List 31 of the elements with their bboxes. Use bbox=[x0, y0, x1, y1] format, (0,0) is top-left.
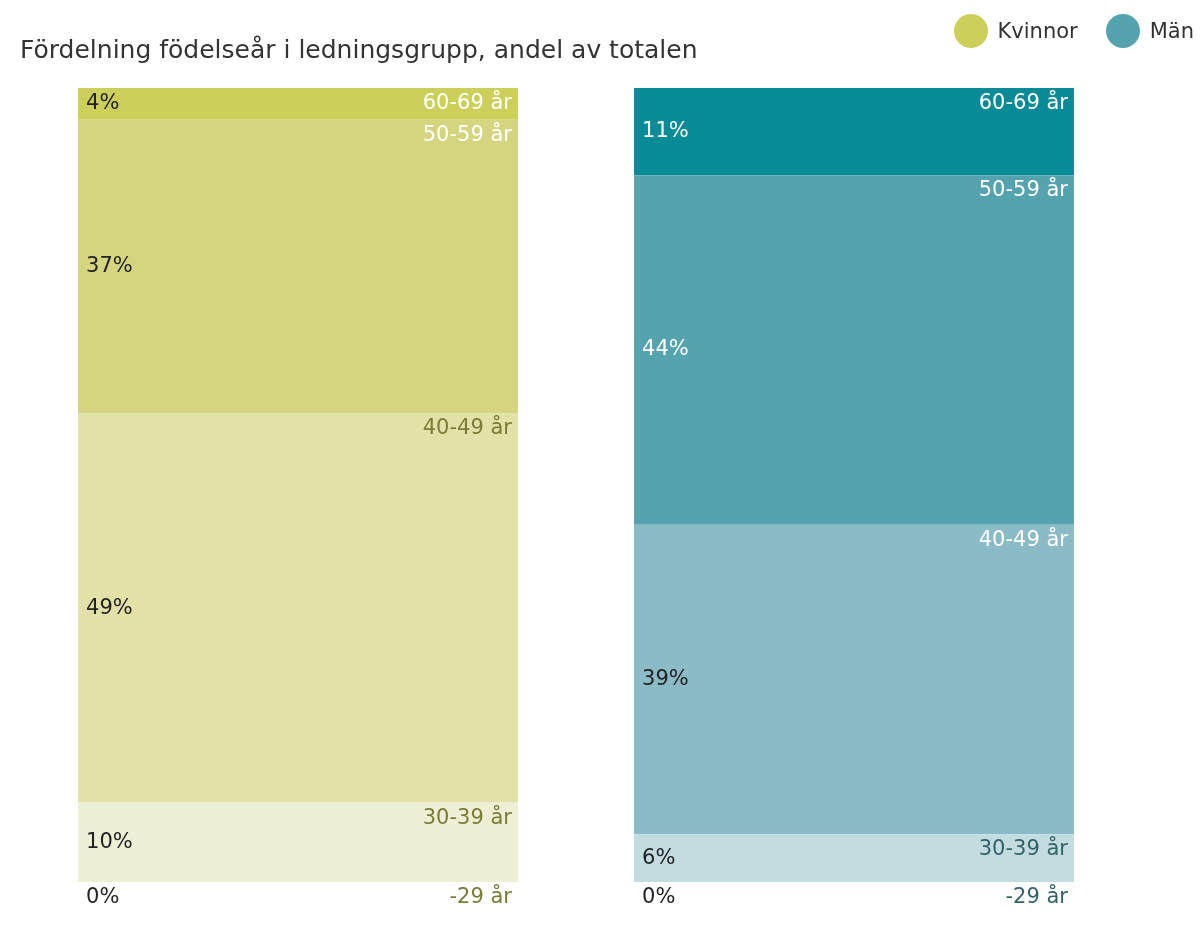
series-label: 30-39 år bbox=[422, 803, 513, 829]
data-label: 6% bbox=[642, 844, 676, 869]
bar bbox=[634, 88, 1074, 176]
text: 40-49 år bbox=[422, 415, 512, 440]
data-label: 44% bbox=[642, 336, 689, 361]
chart-title: Fördelning födelseår i ledningsgrupp, andel av totalen bbox=[20, 34, 698, 64]
data-label: 49% bbox=[86, 594, 133, 619]
text: Män bbox=[1149, 19, 1194, 43]
text: 60-69 år bbox=[978, 89, 1068, 114]
series-label: 40-49 år bbox=[978, 525, 1069, 551]
bar bbox=[634, 175, 1074, 525]
text: -29 år bbox=[449, 882, 513, 908]
text: Kvinnor bbox=[997, 19, 1078, 43]
series-label: 50-59 år bbox=[422, 120, 513, 146]
bar bbox=[78, 802, 518, 882]
text: -29 år bbox=[1005, 883, 1068, 908]
bar bbox=[78, 413, 518, 803]
text: 50-59 år bbox=[978, 177, 1068, 202]
bar bbox=[78, 119, 518, 414]
bar bbox=[634, 834, 1074, 882]
data-label: 11% bbox=[642, 118, 689, 143]
data-label: 10% bbox=[86, 828, 133, 853]
bar bbox=[634, 524, 1074, 835]
data-label: 4% bbox=[86, 90, 120, 115]
series-label: 60-69 år bbox=[422, 88, 513, 114]
text: 30-39 år bbox=[978, 836, 1068, 861]
data-label: 0% bbox=[86, 884, 120, 909]
data-label: 0% bbox=[642, 884, 676, 909]
data-label: 37% bbox=[86, 253, 133, 278]
data-label: 39% bbox=[642, 665, 689, 690]
bar bbox=[78, 88, 518, 120]
